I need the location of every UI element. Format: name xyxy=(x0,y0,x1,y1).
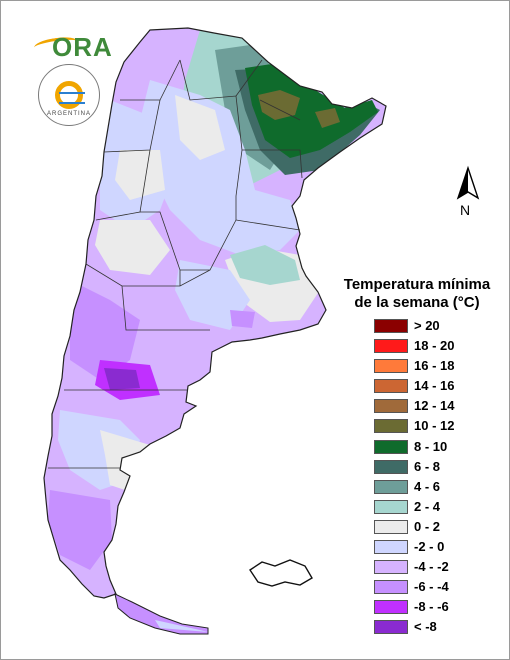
legend-swatch xyxy=(374,379,408,394)
legend-swatch xyxy=(374,560,408,575)
legend-label: > 20 xyxy=(414,318,440,333)
seal-wave-icon xyxy=(59,92,85,104)
logo-block: ORA ARGENTINA xyxy=(30,26,113,126)
legend-row: 2 - 4 xyxy=(328,498,506,518)
legend-swatch xyxy=(374,399,408,414)
legend-title: Temperatura mínima de la semana (°C) xyxy=(328,276,506,312)
province-boundaries xyxy=(48,59,303,469)
legend-row: > 20 xyxy=(328,317,506,337)
legend-row: 18 - 20 xyxy=(328,337,506,357)
seal-sun-icon xyxy=(55,81,83,109)
legend-row: -6 - -4 xyxy=(328,578,506,598)
legend-swatch xyxy=(374,499,408,514)
seal-label: ARGENTINA xyxy=(46,111,91,117)
legend-swatch xyxy=(374,600,408,615)
legend-row: 0 - 2 xyxy=(328,518,506,538)
legend-row: 16 - 18 xyxy=(328,357,506,377)
legend-title-line2: de la semana (°C) xyxy=(354,294,480,311)
legend: Temperatura mínima de la semana (°C) > 2… xyxy=(328,276,506,639)
legend-title-line1: Temperatura mínima xyxy=(343,276,491,293)
legend-label: 8 - 10 xyxy=(414,438,448,454)
tierra-del-fuego-band xyxy=(155,620,208,632)
legend-row: -2 - 0 xyxy=(328,538,506,558)
malvinas-islands xyxy=(249,559,313,587)
north-label: N xyxy=(460,202,471,218)
legend-swatch xyxy=(374,359,408,374)
legend-row: < -8 xyxy=(328,618,506,638)
legend-row: 8 - 10 xyxy=(328,438,506,458)
argentina-outline xyxy=(43,27,387,599)
legend-label: 4 - 6 xyxy=(414,478,441,494)
legend-row: 10 - 12 xyxy=(328,417,506,437)
legend-label: 12 - 14 xyxy=(414,398,455,414)
legend-label: 18 - 20 xyxy=(414,338,455,354)
legend-swatch xyxy=(374,519,408,534)
legend-label: -8 - -6 xyxy=(414,599,449,615)
legend-swatch xyxy=(374,459,408,474)
legend-swatch xyxy=(374,620,408,635)
legend-swatch xyxy=(374,479,408,494)
legend-label: 16 - 18 xyxy=(414,358,455,374)
legend-label: -2 - 0 xyxy=(414,539,445,555)
legend-swatch xyxy=(374,439,408,454)
legend-row: -4 - -2 xyxy=(328,558,506,578)
legend-swatch xyxy=(374,540,408,555)
ora-logo: ORA xyxy=(52,32,113,62)
legend-rows: > 20 18 - 20 16 - 18 14 - 16 12 - 14 10 - 12 8… xyxy=(328,317,506,639)
legend-label: -6 - -4 xyxy=(414,579,449,595)
legend-swatch xyxy=(374,319,408,333)
legend-swatch xyxy=(374,580,408,595)
legend-label: 0 - 2 xyxy=(414,518,441,534)
legend-label: 6 - 8 xyxy=(414,458,441,474)
legend-row: 4 - 6 xyxy=(328,478,506,498)
smn-seal-logo: ARGENTINA xyxy=(38,64,100,126)
legend-row: -8 - -6 xyxy=(328,598,506,618)
legend-label: 10 - 12 xyxy=(414,418,455,434)
north-arrow-icon xyxy=(456,165,480,200)
legend-label: 2 - 4 xyxy=(414,498,441,514)
legend-swatch xyxy=(374,339,408,354)
legend-label: -4 - -2 xyxy=(414,559,449,575)
legend-row: 12 - 14 xyxy=(328,397,506,417)
legend-row: 14 - 16 xyxy=(328,377,506,397)
legend-row: 6 - 8 xyxy=(328,458,506,478)
legend-label: < -8 xyxy=(414,619,437,635)
legend-swatch xyxy=(374,419,408,434)
legend-label: 14 - 16 xyxy=(414,378,455,394)
